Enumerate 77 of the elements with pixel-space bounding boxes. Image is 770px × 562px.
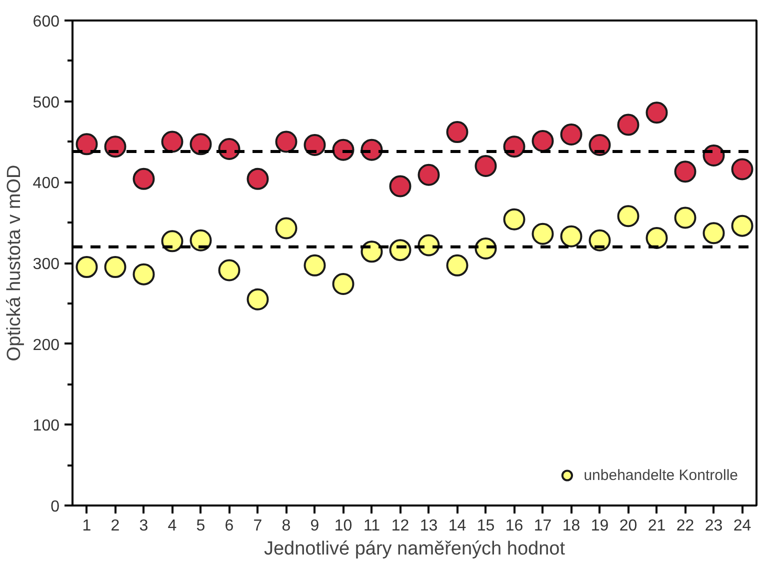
point [702, 222, 725, 244]
point [132, 168, 155, 190]
x-tick-label: 21 [648, 518, 666, 534]
y-tick-label: 400 [32, 175, 60, 192]
y-tick-label: 200 [32, 336, 60, 354]
x-tick-label: 6 [224, 518, 234, 534]
point [560, 225, 582, 248]
point [304, 254, 326, 276]
point [246, 168, 269, 190]
x-tick-label: 9 [310, 518, 320, 534]
y-tick-label: 100 [32, 418, 60, 435]
point [702, 144, 725, 166]
x-tick-label: 13 [420, 518, 438, 534]
point [304, 134, 326, 156]
x-tick-label: 7 [253, 518, 262, 534]
point [218, 259, 240, 282]
point [646, 102, 668, 124]
point [560, 123, 582, 146]
x-tick-label: 24 [733, 518, 752, 534]
point [446, 254, 468, 276]
point [617, 114, 640, 136]
point [474, 155, 497, 177]
point [332, 273, 354, 295]
point [246, 288, 269, 310]
point [532, 222, 554, 245]
y-tick-label: 600 [32, 14, 60, 30]
point [674, 206, 696, 229]
point [674, 160, 696, 183]
point [161, 230, 184, 252]
y-tick-label: 0 [50, 498, 60, 516]
point [161, 130, 184, 153]
point [360, 240, 383, 263]
x-tick-label: 14 [448, 518, 466, 534]
point [132, 263, 155, 286]
x-tick-label: 22 [676, 518, 694, 534]
point [389, 239, 412, 262]
y-tick-label: 300 [32, 256, 60, 273]
point [190, 229, 212, 252]
point [588, 134, 611, 156]
point [446, 121, 468, 144]
point [389, 175, 412, 198]
x-tick-label: 20 [619, 518, 638, 534]
point [190, 133, 212, 156]
x-tick-label: 15 [476, 518, 495, 534]
point [275, 130, 298, 153]
x-tick-label: 11 [363, 518, 380, 534]
point [617, 205, 640, 228]
x-tick-label: 2 [110, 518, 120, 534]
x-tick-label: 12 [391, 518, 410, 534]
x-tick-label: 5 [196, 518, 206, 534]
point [588, 229, 611, 252]
point [275, 217, 298, 240]
point [731, 214, 754, 237]
y-axis-title: Optická hustota v mOD [4, 164, 25, 362]
x-tick-label: 1 [82, 518, 92, 534]
x-tick-label: 18 [562, 518, 580, 534]
point [532, 130, 554, 152]
point [76, 256, 98, 278]
x-tick-label: 8 [282, 518, 291, 534]
x-tick-label: 17 [534, 518, 552, 534]
point [503, 136, 526, 158]
point [418, 164, 440, 186]
x-tick-label: 23 [704, 518, 723, 534]
x-axis-title: Jednotlivé páry naměřených hodnot [264, 538, 566, 560]
point [76, 133, 98, 156]
point [104, 136, 126, 158]
point [104, 256, 126, 278]
x-tick-label: 19 [590, 518, 609, 534]
point [731, 158, 754, 180]
point [646, 226, 668, 249]
x-tick-label: 4 [168, 518, 177, 534]
point [503, 208, 526, 230]
y-tick-label: 500 [32, 94, 60, 112]
x-tick-label: 10 [334, 518, 352, 534]
legend-label: unbehandelte Kontrolle [584, 466, 738, 484]
x-tick-label: 3 [139, 518, 148, 534]
x-tick-label: 16 [505, 518, 524, 534]
